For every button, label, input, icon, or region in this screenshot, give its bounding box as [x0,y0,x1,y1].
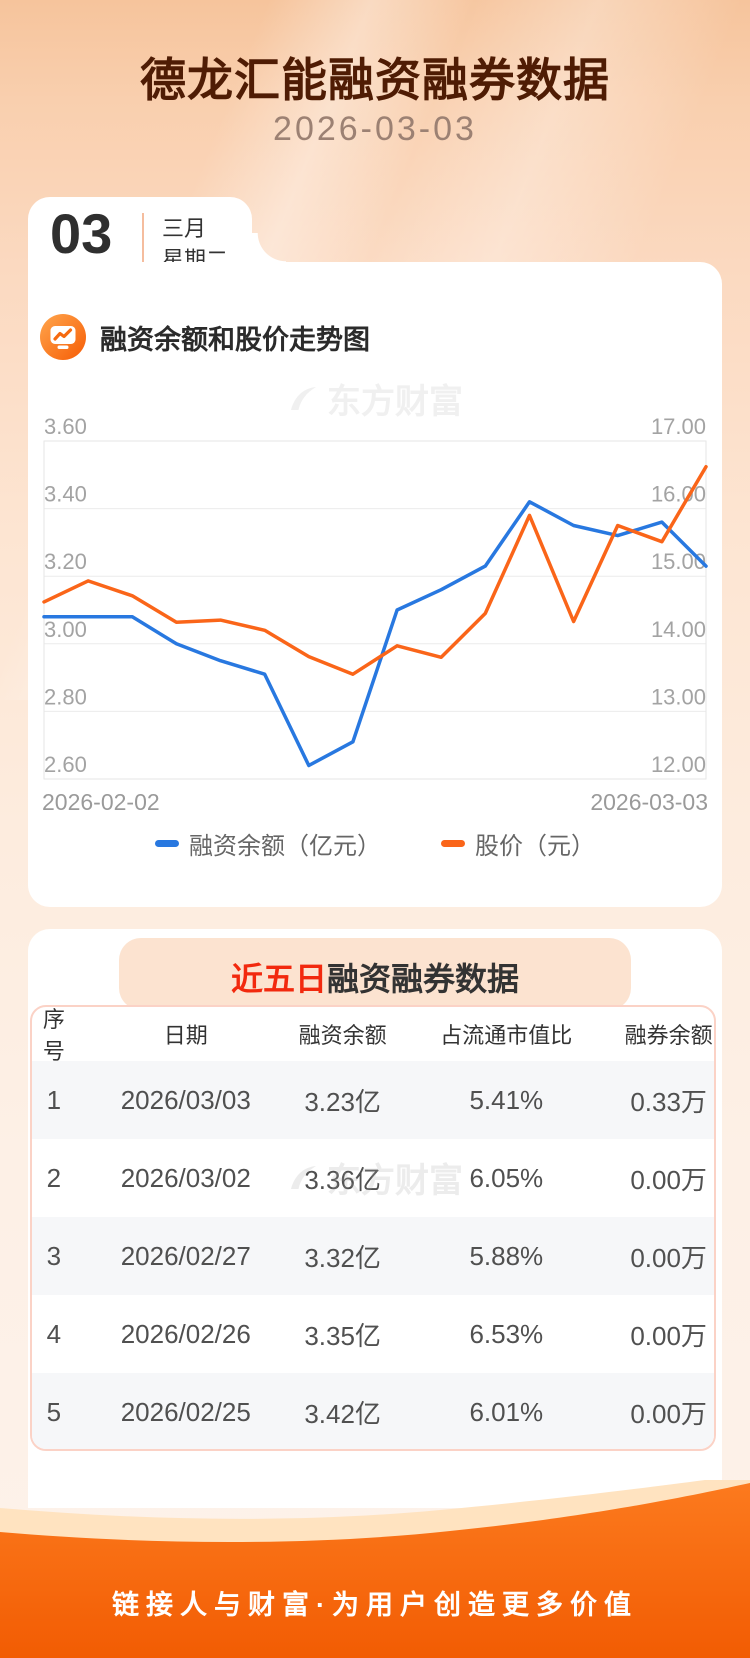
table-cell: 0.33万 [630,1086,707,1117]
header-cell: 融券余额 [624,1023,713,1048]
chart-section-title: 融资余额和股价走势图 [100,324,370,355]
left-axis-tick: 2.80 [44,684,87,709]
table-cell: 2026/02/27 [120,1240,251,1271]
footer-slogan: 链接人与财富·为用户创造更多价值 [112,1590,638,1620]
chart-card: 融资余额和股价走势图 东方财富 3.60 3.40 3.20 3.00 2.80 2.60… [28,262,722,907]
margin-table: 序号 日期 融资余额 占流通市值比 融券余额 1 2026/03/03 3.23亿 5.41% 0… [30,1005,716,1451]
table-cell: 0.00万 [630,1242,707,1273]
date-card-month: 三月 [162,216,207,241]
table-title-ribbon: 近五日融资融券数据 [119,938,631,1010]
table-cell: 0.00万 [630,1320,707,1351]
table-cell: 3.23亿 [304,1086,381,1117]
chart-legend: 融资余额（亿元） 股价（元） [28,826,722,861]
table-row: 4 2026/02/26 3.35亿 6.53% 0.00万 [32,1295,714,1373]
legend-label: 股价（元） [475,833,595,860]
header-cell: 占流通市值比 [440,1023,573,1048]
page-date: 2026-03-03 [273,110,477,148]
table-title-rest: 融资融券数据 [327,961,520,997]
left-axis-tick: 3.40 [44,482,87,507]
table-cell: 3.32亿 [304,1242,381,1273]
left-axis-tick: 2.60 [44,752,87,777]
page-title: 德龙汇能融资融券数据 [140,54,610,106]
table-header-row: 序号 日期 融资余额 占流通市值比 融券余额 [32,1007,714,1064]
table-cell: 3.42亿 [304,1398,381,1429]
legend-dash [155,840,179,847]
table-cell: 1 [46,1084,62,1115]
table-cell: 2 [46,1162,62,1193]
header-cell: 融资余额 [298,1023,387,1048]
table-cell: 3.36亿 [304,1164,381,1195]
header-cell: 序号 [42,1007,65,1064]
right-axis-tick: 16.00 [651,482,706,507]
plot-border [43,440,707,780]
legend-label: 融资余额（亿元） [189,833,381,860]
table-cell: 5.41% [469,1084,544,1115]
right-axis-tick: 13.00 [651,684,706,709]
table-cell: 0.00万 [630,1398,707,1429]
table-cell: 6.05% [469,1162,544,1193]
table-cell: 6.53% [469,1318,544,1349]
table-cell: 3 [46,1240,62,1271]
table-row: 3 2026/02/27 3.32亿 5.88% 0.00万 [32,1217,714,1295]
table-cell: 2026/03/02 [120,1162,251,1193]
x-axis-label-start: 2026-02-02 [42,789,160,815]
trend-chart: 3.60 3.40 3.20 3.00 2.80 2.60 17.00 16.00 15.00 1… [42,414,708,815]
footer-wave [0,1480,750,1658]
legend-item: 融资余额（亿元） [155,826,381,861]
left-axis-tick: 3.00 [44,617,87,642]
table-row: 2 2026/03/02 3.36亿 6.05% 0.00万 [32,1139,714,1217]
table-cell: 2026/03/03 [120,1084,251,1115]
table-title-highlight: 近五日 [230,961,327,997]
trend-monitor-icon [40,314,86,360]
chart-section-header: 融资余额和股价走势图 [40,314,370,360]
table-cell: 3.35亿 [304,1320,381,1351]
table-card: 近五日融资融券数据 序号 日期 融资余额 占流通市值比 融券余额 1 2026/03/03 3… [28,929,722,1508]
table-cell: 2026/02/26 [120,1318,251,1349]
table-cell: 5.88% [469,1240,544,1271]
x-axis-label-end: 2026-03-03 [590,789,708,815]
date-card-fillet [252,233,286,263]
legend-item: 股价（元） [441,826,595,861]
left-axis-tick: 3.20 [44,549,87,574]
legend-dash [441,840,465,847]
table-row: 1 2026/03/03 3.23亿 5.41% 0.33万 [32,1061,714,1139]
left-axis-tick: 3.60 [44,414,87,439]
right-axis-tick: 14.00 [651,617,706,642]
table-cell: 2026/02/25 [120,1396,251,1427]
date-card-divider [142,213,144,277]
table-cell: 4 [46,1318,62,1349]
table-cell: 0.00万 [630,1164,707,1195]
date-card-day: 03 [50,202,113,265]
right-axis-tick: 15.00 [651,549,706,574]
table-cell: 5 [46,1396,62,1427]
right-axis-tick: 12.00 [651,752,706,777]
stock-price-line [42,464,708,676]
table-row: 5 2026/02/25 3.42亿 6.01% 0.00万 [32,1373,714,1449]
right-axis-tick: 17.00 [651,414,706,439]
table-cell: 6.01% [469,1396,544,1427]
margin-balance-line [42,500,708,768]
date-card: 03 三月 星期二 [28,197,252,277]
header-cell: 日期 [163,1023,208,1048]
table-title: 近五日融资融券数据 [119,938,631,1000]
